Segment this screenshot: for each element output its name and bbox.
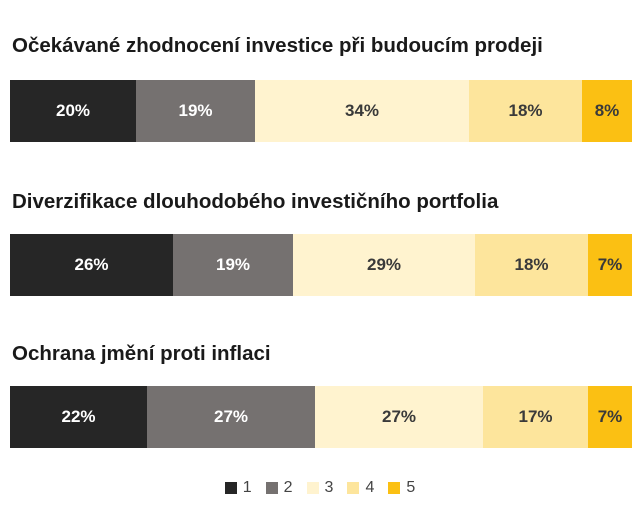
group-title: Ochrana jmění proti inflaci [12, 342, 271, 365]
bar-segment: 27% [147, 386, 315, 448]
data-label: 17% [518, 407, 553, 426]
group-title: Diverzifikace dlouhodobého investičního … [12, 190, 499, 213]
data-label: 7% [597, 407, 623, 426]
legend-label: 4 [365, 479, 375, 496]
data-label: 19% [215, 255, 251, 274]
bar-segment: 22% [10, 386, 147, 448]
bar-segment: 29% [293, 234, 475, 296]
legend-item: 5 [388, 479, 415, 497]
legend-label: 1 [242, 479, 252, 496]
legend-swatch [265, 482, 278, 494]
bar-row: 26% 19% 29% 18% 7% [10, 234, 632, 296]
legend-swatch [306, 482, 319, 494]
bar-segment: 20% [10, 80, 136, 142]
data-label: 27% [213, 407, 249, 426]
bar-segment: 17% [483, 386, 588, 448]
bar-row: 20% 19% 34% 18% 8% [10, 80, 632, 142]
bar-segment: 18% [469, 80, 582, 142]
legend-swatch [224, 482, 237, 494]
bar-segment: 18% [475, 234, 588, 296]
data-label: 18% [514, 255, 549, 274]
data-label: 7% [597, 255, 623, 274]
chart-legend: 1 2 3 4 5 [0, 478, 640, 498]
bar-segment: 8% [582, 80, 632, 142]
bar-segment: 26% [10, 234, 173, 296]
legend-swatch [388, 482, 401, 494]
data-label: 19% [178, 101, 213, 120]
legend-label: 5 [406, 479, 416, 496]
legend-item: 3 [306, 479, 334, 497]
bar-segment: 19% [136, 80, 255, 142]
bar-segment: 27% [315, 386, 483, 448]
legend-item: 1 [224, 479, 252, 497]
bar-row: 22% 27% 27% 17% 7% [10, 386, 632, 448]
legend-item: 2 [265, 479, 293, 497]
bar-segment: 34% [255, 80, 469, 142]
data-label: 20% [55, 101, 91, 120]
data-label: 27% [381, 407, 417, 426]
data-label: 34% [344, 101, 380, 120]
group-title: Očekávané zhodnocení investice při budou… [12, 34, 543, 57]
bar-segment: 7% [588, 386, 632, 448]
data-label: 29% [366, 255, 402, 274]
legend-label: 2 [283, 479, 293, 496]
data-label: 22% [61, 407, 96, 426]
legend-swatch [347, 482, 360, 494]
bar-segment: 7% [588, 234, 632, 296]
data-label: 26% [74, 255, 109, 274]
bar-segment: 19% [173, 234, 293, 296]
legend-item: 4 [347, 479, 374, 497]
data-label: 8% [594, 101, 620, 120]
legend-label: 3 [324, 479, 334, 496]
data-label: 18% [508, 101, 543, 120]
